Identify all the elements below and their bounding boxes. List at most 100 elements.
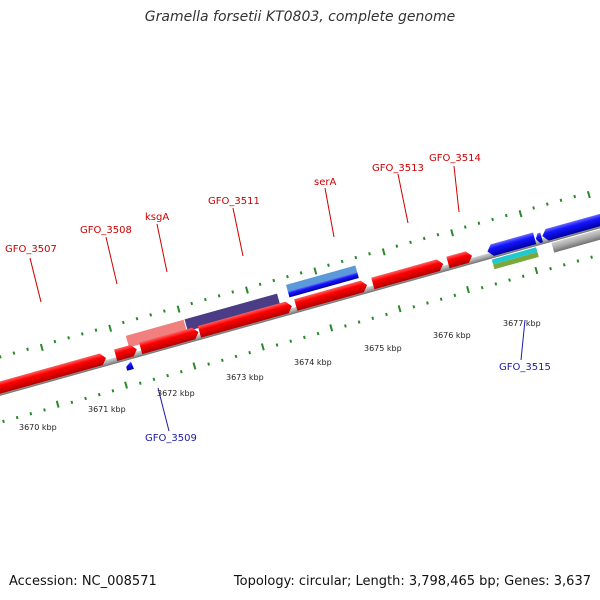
accession-text: Accession: NC_008571 — [9, 574, 157, 589]
upper-scale-minor-tick — [26, 347, 29, 351]
cds-gfo-3509 — [126, 361, 134, 371]
lower-scale-minor-tick — [480, 286, 484, 290]
upper-scale-minor-tick — [80, 332, 84, 336]
feature-gfo-3511-shade — [184, 293, 281, 331]
upper-scale-minor-tick — [504, 213, 508, 218]
cds-gfo-3515 — [487, 232, 537, 256]
lower-scale-minor-tick — [549, 266, 552, 271]
genome-stats-text: Topology: circular; Length: 3,798,465 bp… — [233, 574, 591, 589]
lower-scale-minor-tick — [166, 373, 169, 378]
upper-scale-minor-tick — [231, 290, 235, 294]
cds-sera — [294, 280, 368, 311]
upper-scale-minor-tick — [395, 244, 399, 248]
gene-label-gfo-3507: GFO_3507 — [5, 244, 57, 255]
label-leaders-bottom — [157, 319, 526, 432]
lower-scale-minor-tick — [412, 305, 416, 309]
lower-scale-major-tick — [466, 285, 470, 294]
upper-scale-minor-tick — [0, 355, 2, 359]
lower-scale-minor-tick — [316, 331, 320, 336]
lower-scale-minor-tick — [275, 343, 279, 347]
feature-gfo-3515-green — [493, 252, 539, 270]
gene-label-gfo-3509: GFO_3509 — [145, 433, 197, 444]
upper-scale-minor-tick — [53, 339, 57, 344]
gene-label-gfo-3515: GFO_3515 — [499, 362, 551, 373]
upper-scale-minor-tick — [12, 351, 16, 355]
lower-scale-major-tick — [124, 381, 128, 389]
lower-scale-major-tick — [192, 362, 197, 370]
lower-scale-minor-tick — [385, 312, 388, 317]
upper-scale-major-tick — [586, 190, 591, 199]
scale-label-3677: 3677 kbp — [503, 319, 541, 328]
upper-scale-minor-tick — [258, 282, 262, 287]
lower-scale-minor-tick — [97, 392, 101, 397]
map-title: Gramella forsetii KT0803, complete genom… — [144, 9, 456, 25]
upper-scale-major-tick — [245, 286, 249, 294]
upper-scale-minor-tick — [422, 236, 426, 241]
upper-scale-minor-tick — [409, 240, 412, 245]
gene-label-gfo-3514: GFO_3514 — [429, 153, 481, 164]
lower-scale-minor-tick — [207, 362, 211, 366]
lower-scale-minor-tick — [111, 389, 115, 393]
gene-label-gfo-3508: GFO_3508 — [80, 225, 132, 236]
scale-label-3674: 3674 kbp — [294, 358, 332, 367]
lower-scale-minor-tick — [576, 259, 580, 263]
upper-scale-minor-tick — [559, 198, 563, 203]
lower-scale-minor-tick — [344, 324, 347, 328]
upper-scale-minor-tick — [436, 232, 440, 237]
lower-scale-minor-tick — [453, 293, 457, 298]
upper-scale-minor-tick — [67, 336, 70, 340]
lower-scale-minor-tick — [84, 396, 87, 401]
cds-gfo-3513 — [371, 259, 444, 290]
lower-scale-minor-tick — [29, 412, 33, 416]
lower-scale-minor-tick — [248, 350, 252, 355]
lower-scale-minor-tick — [508, 278, 511, 282]
lower-scale-minor-tick — [303, 335, 306, 340]
upper-scale-major-tick — [518, 210, 523, 218]
upper-scale-minor-tick — [272, 278, 276, 283]
lower-scale-minor-tick — [43, 408, 46, 412]
lower-scale-major-tick — [260, 343, 265, 351]
cds-gfo-3508 — [114, 344, 137, 362]
upper-scale-major-tick — [313, 267, 318, 275]
upper-scale — [0, 190, 591, 359]
cds-gfo-3511 — [197, 301, 292, 338]
upper-scale-minor-tick — [149, 313, 153, 317]
lower-scale-minor-tick — [371, 316, 375, 320]
lower-scale-minor-tick — [2, 419, 5, 424]
cds-gfo-3507 — [0, 353, 107, 399]
label-leaders-top — [29, 165, 460, 303]
scale-label-3673: 3673 kbp — [226, 373, 264, 382]
gene-label-gfo-3511: GFO_3511 — [208, 196, 260, 207]
upper-scale-minor-tick — [477, 221, 481, 225]
lower-scale-minor-tick — [152, 377, 156, 382]
scale-label-3672: 3672 kbp — [157, 389, 195, 398]
cds-ksga — [139, 327, 199, 355]
upper-scale-minor-tick — [368, 252, 371, 256]
upper-scale-minor-tick — [121, 320, 125, 325]
feature-sera-shade — [285, 265, 358, 293]
lower-scale-minor-tick — [439, 297, 443, 301]
scale-label-3671: 3671 kbp — [88, 405, 126, 414]
lower-scale-minor-tick — [562, 263, 566, 267]
scale-label-3670: 3670 kbp — [19, 423, 57, 432]
scale-label-3676: 3676 kbp — [433, 331, 471, 340]
upper-scale-minor-tick — [135, 316, 139, 321]
lower-scale-major-tick — [329, 324, 334, 332]
cds-gfo-3516 — [542, 212, 600, 241]
gene-label-sera: serA — [314, 177, 336, 188]
upper-scale-minor-tick — [217, 294, 221, 298]
upper-scale-major-tick — [176, 305, 181, 313]
feature-gray-reverse — [551, 226, 600, 253]
lower-scale-minor-tick — [138, 381, 142, 385]
gene-label-gfo-3513: GFO_3513 — [372, 163, 424, 174]
upper-scale-minor-tick — [299, 271, 303, 275]
upper-scale-minor-tick — [573, 194, 577, 199]
lower-scale-minor-tick — [70, 400, 74, 404]
lower-scale-minor-tick — [494, 282, 498, 286]
upper-scale-minor-tick — [162, 309, 166, 313]
upper-scale-major-tick — [381, 248, 386, 256]
lower-scale-minor-tick — [590, 255, 593, 259]
lower-scale — [2, 255, 593, 424]
lower-scale-minor-tick — [179, 370, 183, 374]
upper-scale-major-tick — [108, 324, 113, 332]
